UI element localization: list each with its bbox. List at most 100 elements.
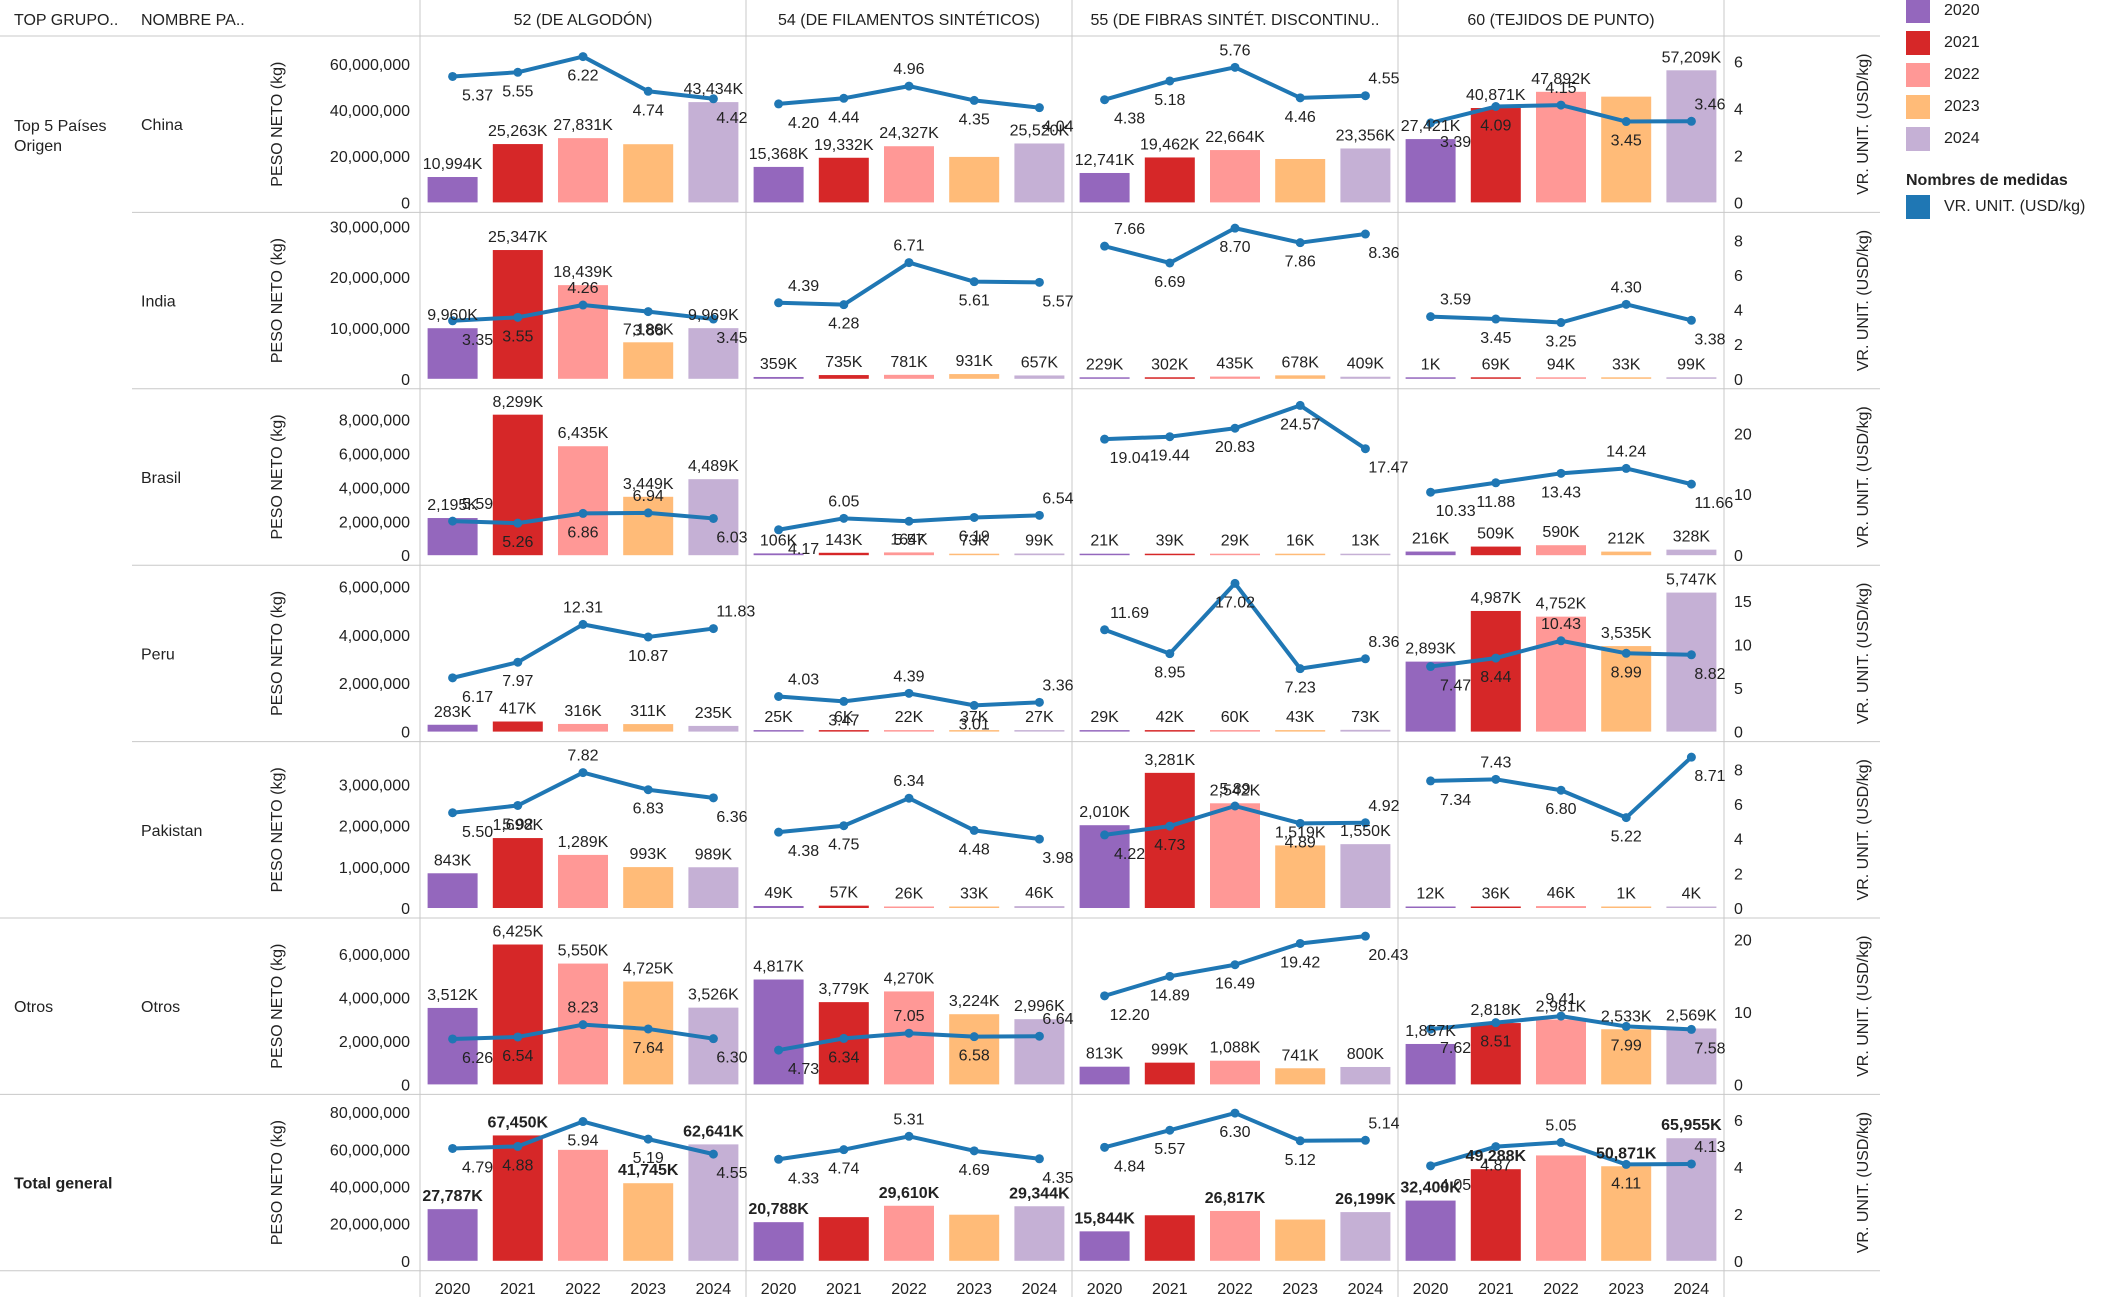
bar <box>1210 1060 1260 1085</box>
line-point <box>1034 510 1044 520</box>
x-tick-label: 2024 <box>696 1281 732 1297</box>
line-value-label: 9.41 <box>1545 991 1576 1008</box>
bar-value-label: 409K <box>1347 356 1385 373</box>
right-tick-label: 0 <box>1734 548 1743 565</box>
legend-item-2022[interactable]: 2022 <box>1906 60 1980 90</box>
bar-value-label: 23,356K <box>1336 127 1396 144</box>
line-value-label: 8.51 <box>1480 1034 1511 1051</box>
line-point <box>1230 801 1240 811</box>
line-point <box>839 821 849 831</box>
right-axis-title: VR. UNIT. (USD/kg) <box>1855 759 1872 900</box>
legend-item-2024[interactable]: 2024 <box>1906 124 1980 154</box>
bar-value-label: 12K <box>1416 886 1445 903</box>
bar-value-label: 843K <box>434 852 472 869</box>
left-tick-label: 6,000,000 <box>339 947 410 964</box>
left-axis-title: PESO NETO (kg) <box>269 62 286 187</box>
bar <box>1014 730 1065 732</box>
bar <box>1666 1138 1717 1261</box>
line-point <box>1491 774 1501 784</box>
line-value-label: 5.92 <box>502 816 533 833</box>
row-name-label: Pakistan <box>141 823 202 840</box>
line-value-label: 7.86 <box>1285 254 1316 271</box>
line-value-label: 4.26 <box>567 280 598 297</box>
line-point <box>1686 650 1696 660</box>
left-tick-label: 6,000,000 <box>339 447 410 464</box>
bar <box>1470 108 1521 203</box>
left-tick-label: 3,000,000 <box>339 777 410 794</box>
line-point <box>448 1143 458 1153</box>
line-value-label: 4.11 <box>1611 1175 1641 1192</box>
line-value-label: 8.44 <box>1480 669 1511 686</box>
bar <box>1079 377 1130 379</box>
bar-value-label: 999K <box>1151 1042 1189 1059</box>
line-value-label: 3.45 <box>1480 330 1511 347</box>
line-value-label: 3.88 <box>633 323 664 340</box>
right-tick-label: 2 <box>1734 337 1743 354</box>
bar <box>1210 730 1260 732</box>
bar-value-label: 27,831K <box>553 117 613 134</box>
bar-value-label: 19,462K <box>1140 136 1200 153</box>
line-value-label: 3.35 <box>462 332 493 349</box>
line-point <box>1621 813 1631 823</box>
bar-value-label: 18,439K <box>553 264 613 281</box>
line-value-label: 24.57 <box>1280 416 1320 433</box>
line-point <box>839 696 849 706</box>
bar <box>427 328 478 379</box>
line-point <box>1295 818 1305 828</box>
line-value-label: 4.35 <box>1042 1170 1073 1187</box>
bar-value-label: 4,752K <box>1536 596 1587 613</box>
line-value-label: 5.94 <box>567 1133 598 1150</box>
bar <box>818 552 869 556</box>
legend-swatch <box>1906 63 1930 87</box>
bar <box>1340 553 1391 556</box>
line-point <box>643 508 653 518</box>
line-value-label: 6.54 <box>502 1048 533 1065</box>
bar-value-label: 813K <box>1086 1046 1124 1063</box>
line-value-label: 4.05 <box>1440 1177 1471 1194</box>
line-point <box>839 300 849 310</box>
bar <box>1014 1206 1065 1261</box>
legend-item-vr-unit[interactable]: VR. UNIT. (USD/kg) <box>1906 192 2085 222</box>
line-value-label: 3.38 <box>1694 331 1725 348</box>
bar <box>884 730 934 732</box>
line-point <box>643 1134 653 1144</box>
legend-item-2020[interactable]: 2020 <box>1906 0 1980 26</box>
left-tick-label: 4,000,000 <box>339 480 410 497</box>
bar <box>1210 1210 1260 1261</box>
line-point <box>1491 1142 1501 1152</box>
line-point <box>1100 1142 1110 1152</box>
x-tick-label: 2022 <box>891 1281 927 1297</box>
bar <box>1536 545 1586 556</box>
line-value-label: 4.88 <box>502 1157 533 1174</box>
x-tick-label: 2020 <box>1413 1281 1449 1297</box>
legend-item-2021[interactable]: 2021 <box>1906 28 1980 58</box>
line-point <box>774 827 784 837</box>
line-value-label: 5.26 <box>502 534 533 551</box>
line-point <box>1491 1018 1501 1028</box>
left-tick-label: 0 <box>401 1254 410 1271</box>
line-point <box>578 768 588 778</box>
bar-value-label: 6,425K <box>492 924 543 941</box>
line-value-label: 5.55 <box>502 83 533 100</box>
bar-value-label: 2,542K <box>1210 782 1261 799</box>
bar <box>884 991 934 1085</box>
line-point <box>448 1034 458 1044</box>
line-point <box>1686 479 1696 489</box>
x-tick-label: 2024 <box>1022 1281 1058 1297</box>
bar-value-label: 26,817K <box>1205 1190 1266 1207</box>
bar-value-label: 212K <box>1608 531 1646 548</box>
line-point <box>1360 818 1370 828</box>
bar-value-label: 435K <box>1216 356 1254 373</box>
line-point <box>839 513 849 523</box>
bar-value-label: 40,871K <box>1466 87 1526 104</box>
bar <box>688 1007 739 1085</box>
legend-item-2023[interactable]: 2023 <box>1906 92 1980 122</box>
line-value-label: 5.19 <box>633 1150 664 1167</box>
line-value-label: 8.23 <box>567 1000 598 1017</box>
right-axis-title: VR. UNIT. (USD/kg) <box>1855 230 1872 371</box>
right-tick-label: 0 <box>1734 372 1743 389</box>
row-name-label: Peru <box>141 646 175 663</box>
bar <box>1275 1068 1326 1085</box>
line-point <box>774 692 784 702</box>
bar <box>1340 1066 1391 1085</box>
